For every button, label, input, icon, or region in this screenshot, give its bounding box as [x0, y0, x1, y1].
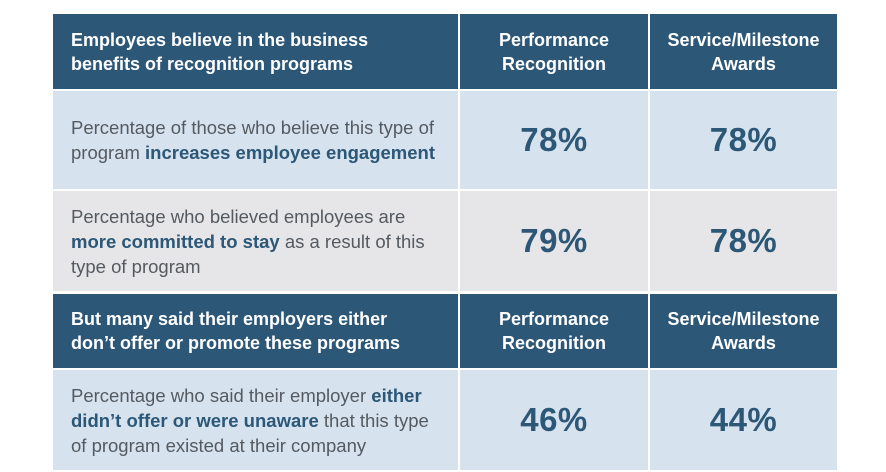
service-value: 78%: [648, 191, 837, 291]
description-highlight: more committed to stay: [71, 230, 280, 252]
column-header-service: Service/Milestone Awards: [648, 294, 837, 368]
row-description: Percentage of those who believe this typ…: [53, 91, 458, 189]
description-text: as a result of this type of program: [71, 230, 425, 277]
table-row: Percentage who said their employer eithe…: [53, 368, 837, 470]
service-value: 78%: [648, 91, 837, 189]
performance-value: 79%: [458, 191, 648, 291]
section-title-text: Employees believe in the business benefi…: [71, 29, 369, 74]
column-header-service: Service/Milestone Awards: [648, 14, 837, 89]
table-row: Percentage of those who believe this typ…: [53, 89, 837, 189]
row-description-text: Percentage who said their employer eithe…: [71, 383, 446, 458]
row-description-text: Percentage of those who believe this typ…: [71, 115, 446, 165]
row-description: Percentage who believed employees are mo…: [53, 191, 458, 291]
description-text: Percentage of those who believe this typ…: [71, 117, 435, 163]
column-header-performance: Performance Recognition: [458, 14, 648, 89]
section-title: Employees believe in the business benefi…: [53, 14, 458, 89]
column-header-performance-text: Performance Recognition: [498, 29, 610, 74]
column-header-performance-text: Performance Recognition: [498, 309, 610, 353]
section-title-text: But many said their employers either don…: [71, 309, 401, 353]
table-row: Percentage who believed employees are mo…: [53, 189, 837, 291]
description-text: that this type of program existed at the…: [71, 409, 429, 456]
column-header-service-text: Service/Milestone Awards: [667, 309, 820, 353]
description-highlight: increases employee engagement: [145, 142, 435, 163]
description-text: Percentage who believed employees are: [71, 205, 406, 227]
recognition-availability-table: But many said their employers either don…: [53, 294, 837, 470]
performance-value: 46%: [458, 370, 648, 470]
column-header-service-text: Service/Milestone Awards: [667, 29, 820, 74]
section-title: But many said their employers either don…: [53, 294, 458, 368]
table-header: Employees believe in the business benefi…: [53, 14, 837, 89]
row-description: Percentage who said their employer eithe…: [53, 370, 458, 470]
performance-value: 78%: [458, 91, 648, 189]
description-highlight: either didn’t offer or were unaware: [71, 384, 422, 431]
table-header: But many said their employers either don…: [53, 294, 837, 368]
column-header-performance: Performance Recognition: [458, 294, 648, 368]
description-text: Percentage who said their employer: [71, 384, 372, 406]
recognition-benefits-table: Employees believe in the business benefi…: [53, 14, 837, 291]
service-value: 44%: [648, 370, 837, 470]
row-description-text: Percentage who believed employees are mo…: [71, 204, 446, 279]
